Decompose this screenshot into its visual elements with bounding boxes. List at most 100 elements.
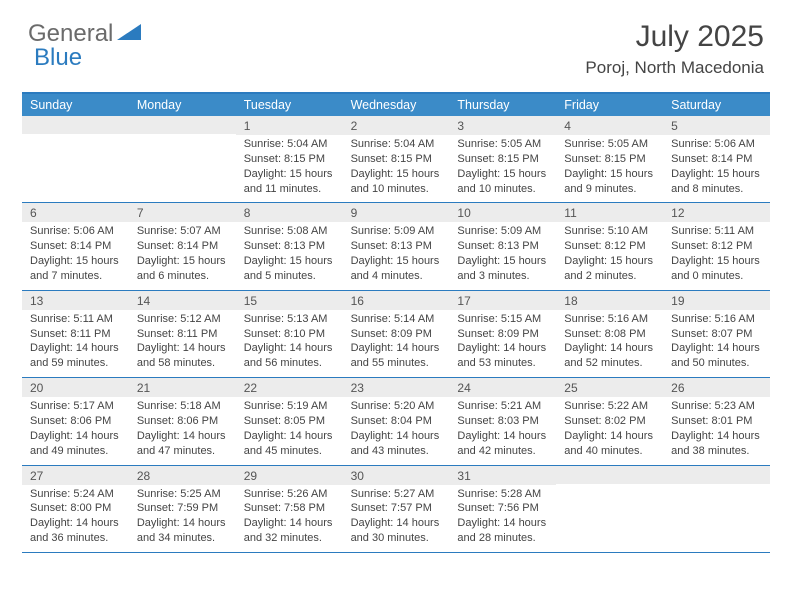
daylight-line: Daylight: 14 hours and 30 minutes. [351,516,442,546]
day-details: Sunrise: 5:28 AMSunset: 7:56 PMDaylight:… [449,485,556,552]
sunrise-line: Sunrise: 5:07 AM [137,224,228,239]
sunrise-line: Sunrise: 5:21 AM [457,399,548,414]
day-details: Sunrise: 5:09 AMSunset: 8:13 PMDaylight:… [343,222,450,289]
sunrise-line: Sunrise: 5:20 AM [351,399,442,414]
calendar-cell: 15Sunrise: 5:13 AMSunset: 8:10 PMDayligh… [236,291,343,377]
daylight-line: Daylight: 14 hours and 50 minutes. [671,341,762,371]
calendar-cell: 21Sunrise: 5:18 AMSunset: 8:06 PMDayligh… [129,378,236,464]
day-number: 31 [449,466,556,485]
day-number: 3 [449,116,556,135]
sunset-line: Sunset: 8:11 PM [30,327,121,342]
day-details: Sunrise: 5:04 AMSunset: 8:15 PMDaylight:… [343,135,450,202]
daylight-line: Daylight: 14 hours and 58 minutes. [137,341,228,371]
calendar-cell: 24Sunrise: 5:21 AMSunset: 8:03 PMDayligh… [449,378,556,464]
day-details: Sunrise: 5:12 AMSunset: 8:11 PMDaylight:… [129,310,236,377]
day-details [129,134,236,182]
day-details: Sunrise: 5:06 AMSunset: 8:14 PMDaylight:… [663,135,770,202]
sunset-line: Sunset: 8:01 PM [671,414,762,429]
sunset-line: Sunset: 8:13 PM [244,239,335,254]
day-details: Sunrise: 5:05 AMSunset: 8:15 PMDaylight:… [556,135,663,202]
sunrise-line: Sunrise: 5:23 AM [671,399,762,414]
day-details: Sunrise: 5:16 AMSunset: 8:07 PMDaylight:… [663,310,770,377]
daylight-line: Daylight: 15 hours and 5 minutes. [244,254,335,284]
daylight-line: Daylight: 15 hours and 0 minutes. [671,254,762,284]
sunrise-line: Sunrise: 5:11 AM [671,224,762,239]
sunrise-line: Sunrise: 5:27 AM [351,487,442,502]
day-details: Sunrise: 5:15 AMSunset: 8:09 PMDaylight:… [449,310,556,377]
day-details: Sunrise: 5:11 AMSunset: 8:12 PMDaylight:… [663,222,770,289]
day-number: 2 [343,116,450,135]
sunrise-line: Sunrise: 5:12 AM [137,312,228,327]
sunset-line: Sunset: 8:13 PM [457,239,548,254]
day-number: 18 [556,291,663,310]
day-number: 20 [22,378,129,397]
sunset-line: Sunset: 8:13 PM [351,239,442,254]
daylight-line: Daylight: 14 hours and 32 minutes. [244,516,335,546]
day-number: 21 [129,378,236,397]
calendar-cell: 29Sunrise: 5:26 AMSunset: 7:58 PMDayligh… [236,466,343,552]
sunrise-line: Sunrise: 5:15 AM [457,312,548,327]
sunrise-line: Sunrise: 5:17 AM [30,399,121,414]
day-number: 29 [236,466,343,485]
location-text: Poroj, North Macedonia [585,58,764,78]
day-number: 10 [449,203,556,222]
sunrise-line: Sunrise: 5:19 AM [244,399,335,414]
calendar-cell: 22Sunrise: 5:19 AMSunset: 8:05 PMDayligh… [236,378,343,464]
sunset-line: Sunset: 8:09 PM [351,327,442,342]
weekday-header-row: SundayMondayTuesdayWednesdayThursdayFrid… [22,94,770,116]
daylight-line: Daylight: 15 hours and 3 minutes. [457,254,548,284]
sunrise-line: Sunrise: 5:28 AM [457,487,548,502]
week-row: 13Sunrise: 5:11 AMSunset: 8:11 PMDayligh… [22,291,770,378]
calendar-cell: 14Sunrise: 5:12 AMSunset: 8:11 PMDayligh… [129,291,236,377]
sunset-line: Sunset: 8:06 PM [30,414,121,429]
day-number: 26 [663,378,770,397]
day-number [556,466,663,484]
day-details: Sunrise: 5:21 AMSunset: 8:03 PMDaylight:… [449,397,556,464]
calendar-cell [663,466,770,552]
brand-part2: Blue [34,44,82,72]
sunset-line: Sunset: 8:14 PM [30,239,121,254]
sunset-line: Sunset: 8:11 PM [137,327,228,342]
sunset-line: Sunset: 8:15 PM [457,152,548,167]
sunset-line: Sunset: 7:56 PM [457,501,548,516]
daylight-line: Daylight: 14 hours and 56 minutes. [244,341,335,371]
calendar-cell: 4Sunrise: 5:05 AMSunset: 8:15 PMDaylight… [556,116,663,202]
day-details [556,484,663,532]
sunset-line: Sunset: 8:15 PM [564,152,655,167]
sunset-line: Sunset: 8:15 PM [351,152,442,167]
calendar-cell: 28Sunrise: 5:25 AMSunset: 7:59 PMDayligh… [129,466,236,552]
calendar-cell: 8Sunrise: 5:08 AMSunset: 8:13 PMDaylight… [236,203,343,289]
day-number: 25 [556,378,663,397]
day-number: 22 [236,378,343,397]
calendar-cell: 1Sunrise: 5:04 AMSunset: 8:15 PMDaylight… [236,116,343,202]
daylight-line: Daylight: 14 hours and 59 minutes. [30,341,121,371]
weeks-container: 1Sunrise: 5:04 AMSunset: 8:15 PMDaylight… [22,116,770,553]
day-details: Sunrise: 5:19 AMSunset: 8:05 PMDaylight:… [236,397,343,464]
calendar-cell [556,466,663,552]
day-number: 27 [22,466,129,485]
calendar-cell: 26Sunrise: 5:23 AMSunset: 8:01 PMDayligh… [663,378,770,464]
daylight-line: Daylight: 15 hours and 9 minutes. [564,167,655,197]
day-details: Sunrise: 5:14 AMSunset: 8:09 PMDaylight:… [343,310,450,377]
calendar-cell: 23Sunrise: 5:20 AMSunset: 8:04 PMDayligh… [343,378,450,464]
sunrise-line: Sunrise: 5:24 AM [30,487,121,502]
day-details [663,484,770,532]
sunset-line: Sunset: 8:05 PM [244,414,335,429]
week-row: 6Sunrise: 5:06 AMSunset: 8:14 PMDaylight… [22,203,770,290]
sunrise-line: Sunrise: 5:16 AM [671,312,762,327]
sunset-line: Sunset: 8:09 PM [457,327,548,342]
calendar-cell: 10Sunrise: 5:09 AMSunset: 8:13 PMDayligh… [449,203,556,289]
daylight-line: Daylight: 15 hours and 6 minutes. [137,254,228,284]
calendar-cell: 5Sunrise: 5:06 AMSunset: 8:14 PMDaylight… [663,116,770,202]
sunrise-line: Sunrise: 5:04 AM [244,137,335,152]
sunrise-line: Sunrise: 5:18 AM [137,399,228,414]
sunset-line: Sunset: 8:08 PM [564,327,655,342]
day-details: Sunrise: 5:08 AMSunset: 8:13 PMDaylight:… [236,222,343,289]
day-details: Sunrise: 5:25 AMSunset: 7:59 PMDaylight:… [129,485,236,552]
sunrise-line: Sunrise: 5:09 AM [351,224,442,239]
sunset-line: Sunset: 7:57 PM [351,501,442,516]
sunrise-line: Sunrise: 5:06 AM [30,224,121,239]
day-number: 4 [556,116,663,135]
day-number: 30 [343,466,450,485]
sunset-line: Sunset: 8:12 PM [671,239,762,254]
